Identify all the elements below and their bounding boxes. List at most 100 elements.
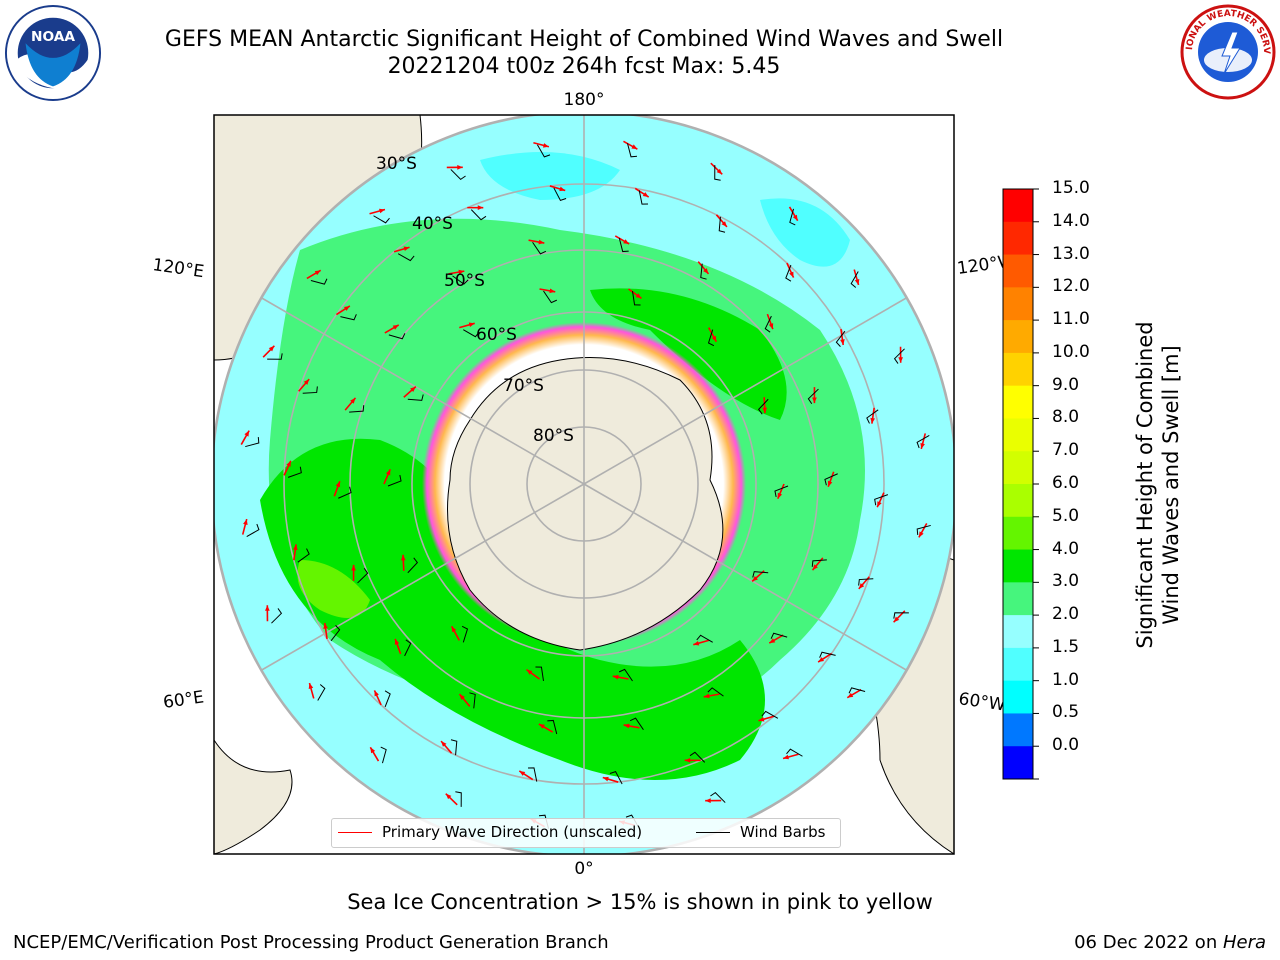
chart-subtitle: 20221204 t00z 264h fcst Max: 5.45	[387, 54, 781, 79]
colorbar-tick-label: 9.0	[1052, 374, 1080, 395]
wind-barb	[452, 275, 469, 285]
wave-arrow-head	[918, 531, 924, 538]
wave-arrow-head	[538, 724, 545, 729]
wave-arrow-head	[477, 205, 484, 210]
wind-barb	[618, 237, 629, 253]
wave-arrow-head	[612, 674, 619, 680]
wind-barb	[297, 548, 310, 563]
colorbar-tick-label: 10.0	[1052, 341, 1090, 362]
colorbar-tick-label: 6.0	[1052, 473, 1080, 493]
wave-arrow-head	[343, 305, 350, 311]
wind-barb	[397, 253, 415, 262]
wind-barb	[338, 486, 352, 499]
wind-barb	[824, 473, 838, 486]
wind-barb	[317, 684, 326, 701]
colorbar-swatch	[1003, 320, 1033, 354]
wind-barb	[470, 209, 487, 221]
wave-arrow-head	[758, 716, 765, 722]
lat-label-40s: 40°S	[412, 214, 453, 234]
wave-arrow-head	[335, 481, 341, 488]
wind-barb	[407, 394, 424, 401]
wave-arrow-head	[703, 268, 709, 274]
wave-arrow-head	[374, 690, 379, 697]
wave-arrow-head	[752, 575, 758, 582]
wave-arrow-head	[549, 288, 556, 294]
wave-arrow-head	[827, 480, 833, 487]
wind-barb	[761, 710, 779, 719]
wind-barb	[618, 668, 633, 682]
wave-arrow-head	[847, 692, 854, 698]
wind-barb	[463, 329, 480, 338]
wave-arrow-head	[877, 501, 882, 508]
wave-arrow-head	[441, 741, 447, 747]
wind-barb	[874, 494, 889, 506]
wave-arrow-head	[768, 323, 774, 330]
wave-arrow-head	[854, 279, 860, 285]
wind-barb	[770, 632, 788, 639]
wave-arrow-head	[350, 397, 356, 404]
wave-arrow-head	[893, 616, 900, 623]
wind-barb	[246, 523, 260, 538]
wave-arrow-head	[642, 192, 649, 198]
wind-barb	[553, 187, 567, 201]
colorbar	[1002, 188, 1039, 780]
wind-barb	[450, 739, 458, 756]
wave-arrow-head	[308, 683, 314, 689]
credit-date: 06 Dec 2022 on Hera	[1074, 932, 1266, 953]
wind-barb	[626, 143, 638, 158]
wave-arrow-head	[789, 271, 794, 278]
wind-barb	[700, 263, 707, 280]
wind-barb	[696, 634, 713, 643]
wave-arrow-head	[898, 357, 903, 363]
wave-arrow-head	[403, 246, 410, 252]
colorbar-swatch	[1003, 451, 1033, 485]
wave-arrow-head	[818, 657, 825, 663]
wave-arrow-head	[451, 626, 457, 633]
legend-red-line	[338, 831, 372, 833]
wind-barb	[536, 144, 551, 158]
chart-title: GEFS MEAN Antarctic Significant Height o…	[164, 27, 1004, 52]
colorbar-swatch	[1003, 189, 1033, 223]
wind-barb	[609, 771, 623, 785]
wind-barb	[785, 264, 792, 282]
sea-ice-note: Sea Ice Concentration > 15% is shown in …	[347, 890, 933, 914]
wind-barb	[789, 208, 796, 226]
lon-label-120e: 120°E	[151, 255, 205, 282]
wind-barb	[774, 485, 789, 498]
colorbar-tick-label: 11.0	[1052, 309, 1090, 330]
wave-arrow-head	[243, 519, 248, 526]
wind-barb	[455, 791, 462, 807]
legend-primary-label: Primary Wave Direction (unscaled)	[382, 823, 643, 841]
legend-wind-barbs: Wind Barbs	[696, 823, 825, 841]
wind-barb	[807, 388, 819, 405]
credit-branch: NCEP/EMC/Verification Post Processing Pr…	[13, 932, 609, 953]
noaa-logo: NOAA	[4, 4, 102, 102]
wave-arrow-head	[526, 669, 533, 675]
wave-arrow-head	[623, 239, 630, 244]
wind-barb	[835, 330, 846, 347]
legend-barbs-label: Wind Barbs	[740, 823, 826, 841]
wind-barb	[707, 687, 724, 697]
wind-barb	[349, 405, 365, 413]
colorbar-tick-label: 3.0	[1052, 571, 1080, 592]
wind-barb	[710, 791, 726, 803]
wave-arrow-head	[268, 345, 275, 352]
wind-barb	[866, 409, 879, 424]
wave-arrow-head	[538, 239, 545, 245]
wind-barb	[357, 567, 369, 584]
wave-arrow-head	[458, 269, 465, 275]
wave-arrow-head	[314, 270, 321, 276]
colorbar-swatch	[1003, 484, 1033, 518]
colorbar-tick-label: 0.0	[1052, 735, 1080, 756]
wind-barb	[267, 353, 283, 360]
wave-arrow-head	[840, 339, 845, 345]
wind-barb	[893, 348, 905, 364]
colorbar-tick-label: 2.0	[1052, 604, 1080, 625]
wind-barb	[271, 608, 283, 624]
wind-barb	[632, 290, 641, 306]
wind-barb	[543, 290, 558, 304]
colorbar-swatch	[1003, 549, 1033, 583]
wave-arrow-head	[635, 293, 642, 299]
wave-arrow-head	[812, 564, 818, 571]
wind-barb	[752, 571, 769, 578]
